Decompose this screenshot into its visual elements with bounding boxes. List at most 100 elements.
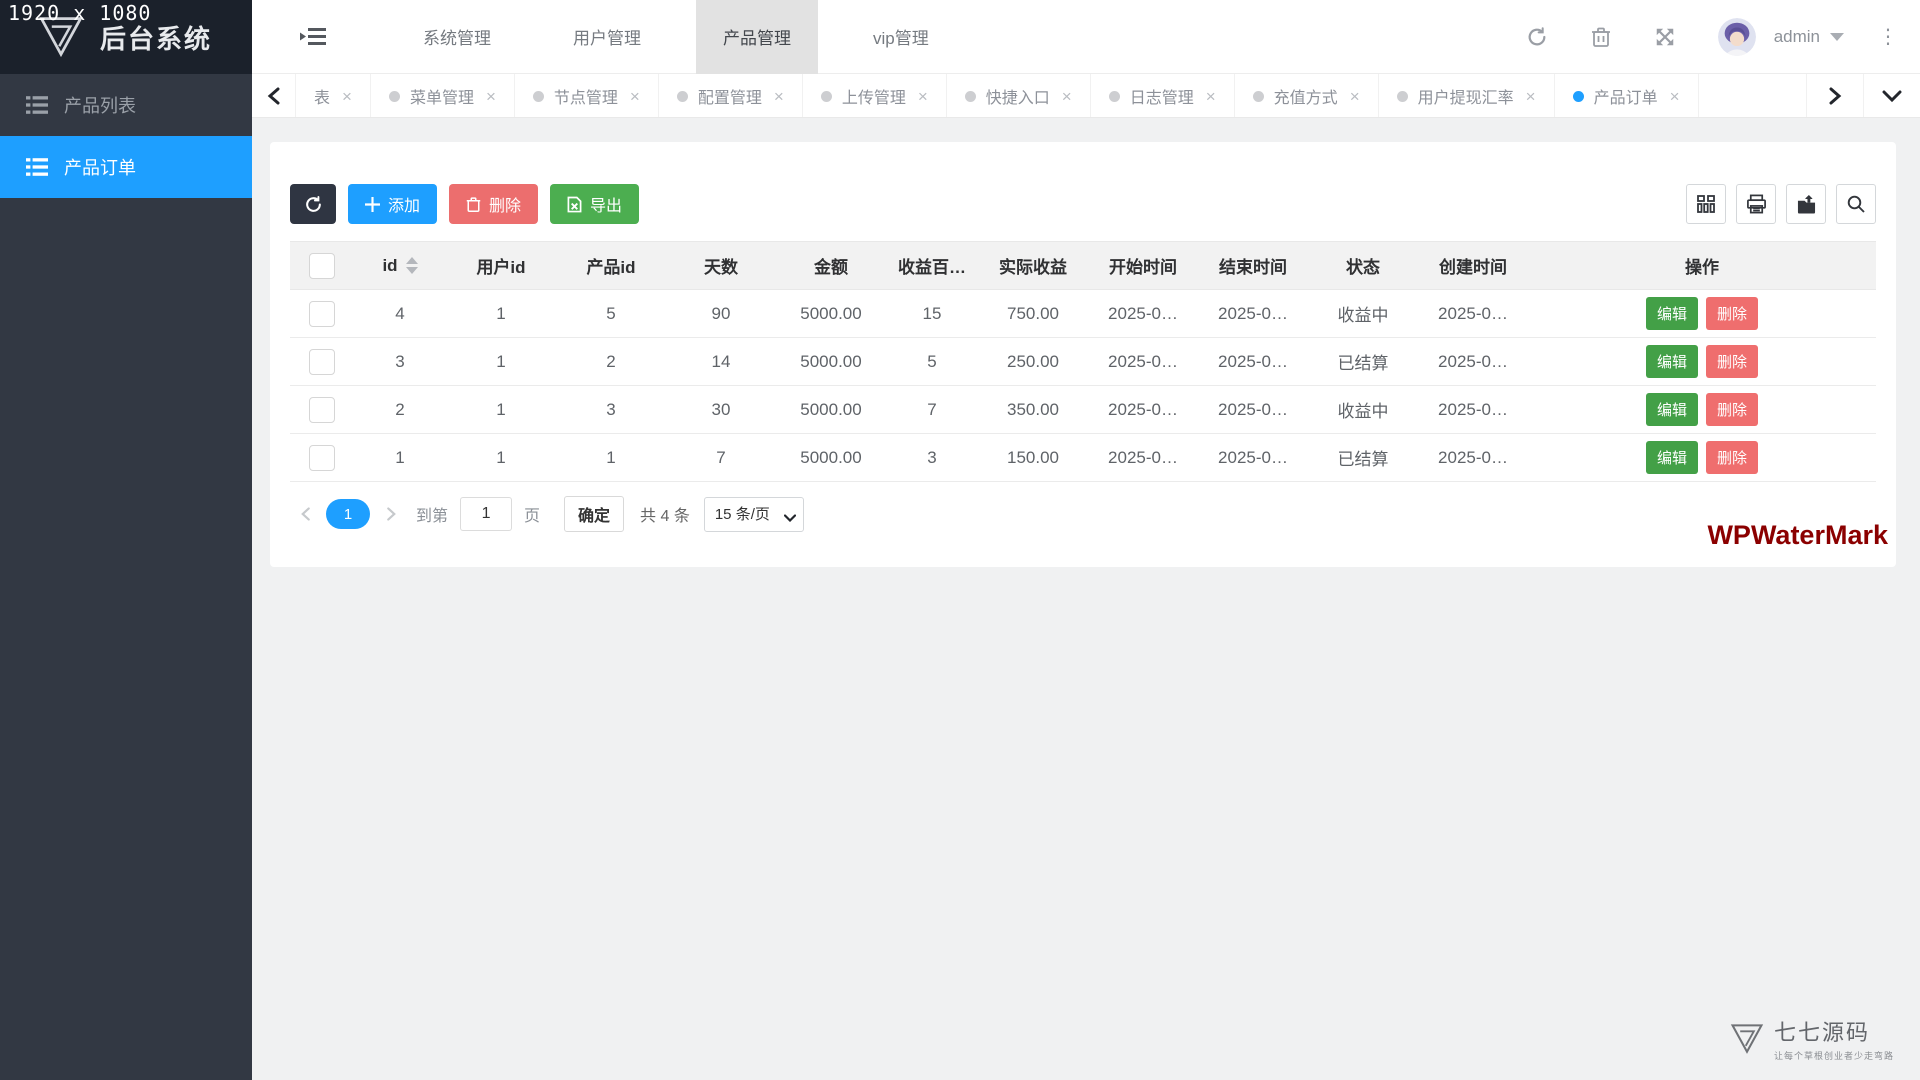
column-label: 操作 [1685,258,1719,277]
cell-product_id: 1 [556,433,666,482]
tab-close-icon[interactable]: × [1205,86,1216,106]
row-checkbox[interactable] [309,396,335,423]
user-name[interactable]: admin [1773,26,1820,46]
delete-row-button[interactable]: 删除 [1706,393,1759,426]
pagination: 1 到第 页 确定 共 4 条 15 条/页 [290,496,1876,532]
tab-close-icon[interactable]: × [1061,86,1072,106]
delete-row-button[interactable]: 删除 [1706,297,1759,330]
cell-created: 2025-0… [1418,289,1528,338]
edit-button[interactable]: 编辑 [1645,441,1698,474]
tab-close-icon[interactable]: × [773,86,784,106]
header-cell-checkbox [290,241,354,290]
add-button[interactable]: 添加 [348,184,438,224]
tab-menu-icon[interactable] [1863,74,1920,117]
tab[interactable]: 快捷入口 × [947,74,1091,117]
delete-row-button[interactable]: 删除 [1706,345,1759,378]
column-label: 结束时间 [1219,258,1287,277]
tab-close-icon[interactable]: × [1525,86,1536,106]
delete-button[interactable]: 删除 [449,184,539,224]
goto-confirm-button[interactable]: 确定 [564,496,625,532]
tab[interactable]: 菜单管理 × [371,74,515,117]
menu-collapse-icon[interactable] [298,0,328,74]
tab-close-icon[interactable]: × [342,86,352,106]
page-prev-icon[interactable] [290,496,320,532]
nav-item[interactable]: 产品管理 [696,0,818,74]
tab-close-icon[interactable]: × [485,86,496,106]
cell-product_id: 2 [556,337,666,386]
edit-button[interactable]: 编辑 [1645,297,1698,330]
column-header: 天数 [666,241,776,290]
page-next-icon[interactable] [376,496,406,532]
toolbar-right [1676,184,1876,224]
tab-scroll-right-icon[interactable] [1806,74,1863,117]
goto-page-input[interactable] [460,497,513,531]
refresh-icon[interactable] [1524,0,1550,74]
cell-percent: 15 [886,289,978,338]
column-header: 产品id [556,241,666,290]
cell-checkbox [290,385,354,434]
tab[interactable]: 节点管理 × [515,74,659,117]
delete-row-button[interactable]: 删除 [1706,441,1759,474]
footer-brand: 七七源码 让每个草根创业者少走弯路 [1730,1015,1894,1062]
sidebar-item[interactable]: 产品订单 [0,136,252,198]
cell-checkbox [290,433,354,482]
toolbar: 添加 删除 导出 [290,184,1876,224]
cell-percent: 3 [886,433,978,482]
tab[interactable]: 配置管理 × [659,74,803,117]
tab[interactable]: 表 × [296,74,371,117]
search-icon[interactable] [1836,184,1876,224]
table-header-row: id 用户id 产品id 天数 金额 收益百… 实际收益 开始时间 结束时间 状态 创建时间 操作 [290,241,1876,290]
cell-income: 750.00 [978,289,1088,338]
edit-button[interactable]: 编辑 [1645,393,1698,426]
nav-item[interactable]: vip管理 [873,29,929,48]
select-all-checkbox[interactable] [309,252,335,279]
tab[interactable]: 产品订单 × [1555,74,1699,117]
tab-close-icon[interactable]: × [629,86,640,106]
refresh-table-button[interactable] [290,184,336,224]
tab-controls [1806,74,1920,117]
tab-close-icon[interactable]: × [1669,86,1680,106]
tab-close-icon[interactable]: × [917,86,928,106]
printer-icon[interactable] [1736,184,1776,224]
tab[interactable]: 日志管理 × [1091,74,1235,117]
tab-label: 产品订单 [1593,90,1658,107]
column-header: 状态 [1308,241,1418,290]
cell-amount: 5000.00 [776,385,886,434]
tab-dot-icon [1108,90,1120,102]
cell-created: 2025-0… [1418,385,1528,434]
cell-percent: 7 [886,385,978,434]
sort-icon[interactable] [405,257,418,274]
plus-icon [365,196,380,212]
nav-item[interactable]: 系统管理 [423,29,491,48]
export-file-icon[interactable] [1786,184,1826,224]
page-size-native-select[interactable]: 15 条/页 [703,496,804,532]
chevron-down-icon[interactable] [1830,32,1844,41]
tab-dot-icon [1396,90,1408,102]
column-label: 用户id [476,258,526,277]
tab[interactable]: 用户提现汇率 × [1379,74,1555,117]
list-icon [26,158,48,176]
tab[interactable]: 充值方式 × [1235,74,1379,117]
avatar[interactable] [1717,17,1756,56]
row-checkbox[interactable] [309,444,335,471]
columns-icon[interactable] [1686,184,1726,224]
trash-icon[interactable] [1588,0,1614,74]
kebab-menu-icon[interactable]: ⋮ [1878,25,1898,48]
cell-status: 已结算 [1308,337,1418,386]
current-page[interactable]: 1 [326,499,370,529]
cell-status: 收益中 [1308,385,1418,434]
nav-item[interactable]: 用户管理 [573,29,641,48]
tab-close-icon[interactable]: × [1349,86,1360,106]
tab-strip: 表 × 菜单管理 × 节点管理 × 配置管理 × 上传管理 × 快捷入口 × 日志管理 × 充值方式 × 用户提… [296,74,1920,117]
row-checkbox[interactable] [309,348,335,375]
tab[interactable]: 上传管理 × [803,74,947,117]
export-button[interactable]: 导出 [550,184,640,224]
goto-suffix: 页 [524,508,541,525]
fullscreen-icon[interactable] [1652,0,1678,74]
row-checkbox[interactable] [309,300,335,327]
edit-button[interactable]: 编辑 [1645,345,1698,378]
page-size-select[interactable]: 15 条/页 [703,496,804,532]
sidebar-item[interactable]: 产品列表 [0,74,252,136]
tab-scroll-left-icon[interactable] [252,74,296,117]
table-row: 2 1 3 30 5000.00 7 350.00 2025-0… 2025-0… 收益中 2025… [290,385,1876,434]
